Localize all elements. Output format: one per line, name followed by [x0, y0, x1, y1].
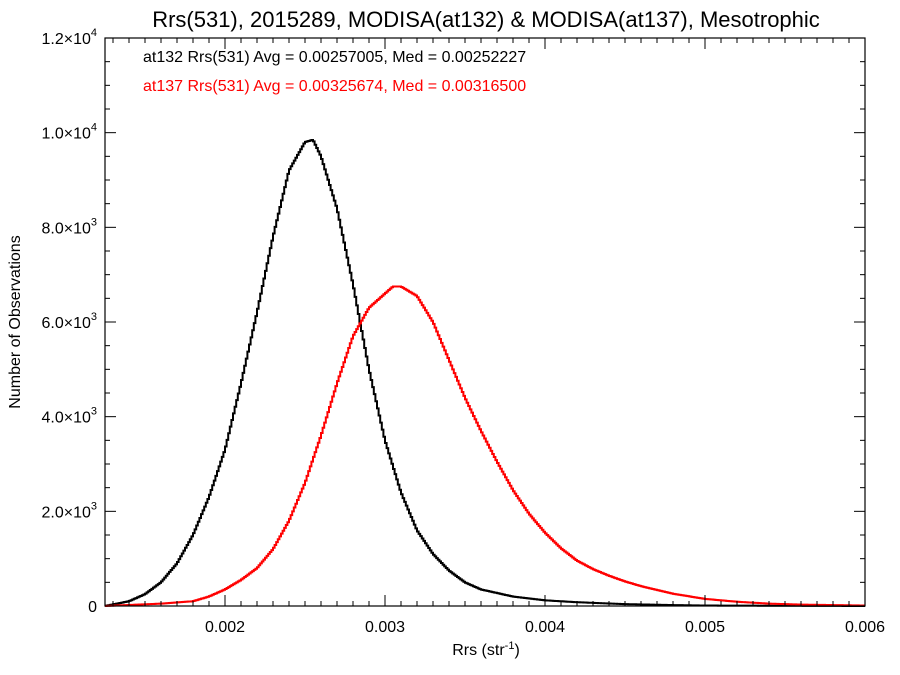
- x-tick-label: 0.005: [685, 619, 725, 636]
- y-tick-label: 1.2×104: [41, 27, 97, 48]
- series-line-0: [105, 139, 865, 607]
- y-tick-label: 8.0×103: [41, 216, 97, 237]
- chart-title: Rrs(531), 2015289, MODISA(at132) & MODIS…: [152, 7, 820, 32]
- y-tick-label: 1.0×104: [41, 122, 97, 143]
- x-tick-label: 0.004: [525, 619, 565, 636]
- ticks-layer: 0.002 0.003 0.004 0.005 0.006 0 2.0×103 4.0×103…: [41, 27, 885, 636]
- x-axis-label-main: Rrs (str: [452, 642, 505, 659]
- x-axis-label: Rrs (str-1): [452, 640, 520, 659]
- y-axis-label: Number of Observations: [7, 235, 24, 408]
- y-tick-label: 0: [88, 599, 97, 616]
- x-axis-label-close: ): [514, 642, 519, 659]
- annotation-at137: at137 Rrs(531) Avg = 0.00325674, Med = 0…: [143, 78, 526, 95]
- plot-frame: [104, 37, 866, 607]
- x-axis-label-sup: -1: [505, 640, 515, 652]
- y-tick-label: 4.0×103: [41, 406, 97, 427]
- y-tick-label: 6.0×103: [41, 311, 97, 332]
- x-tick-label: 0.003: [365, 619, 405, 636]
- x-tick-label: 0.006: [845, 619, 885, 636]
- x-tick-label: 0.002: [205, 619, 245, 636]
- series-layer: [105, 139, 865, 607]
- annotation-at132: at132 Rrs(531) Avg = 0.00257005, Med = 0…: [143, 49, 526, 66]
- y-tick-label: 2.0×103: [41, 500, 97, 521]
- series-line-1: [105, 285, 865, 607]
